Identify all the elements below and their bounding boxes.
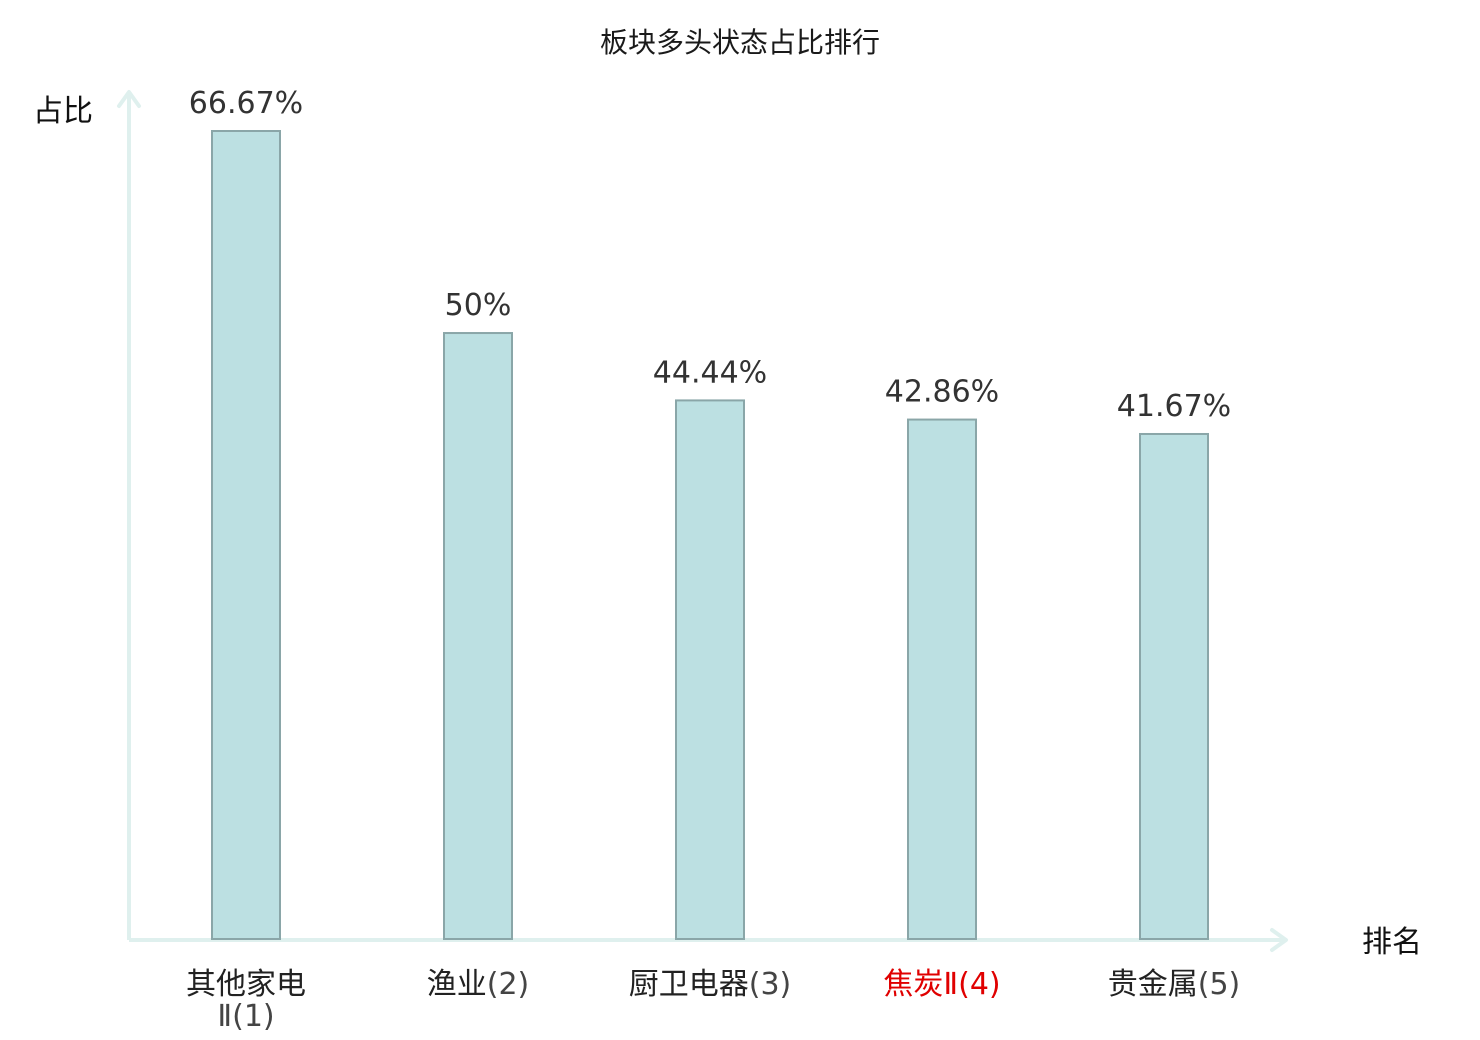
category-name: 焦炭Ⅱ [883,967,958,1002]
category-name: 厨卫电器 [629,967,749,1002]
category-name: 其他家电 [186,967,306,1002]
y-axis-label: 占比 [33,94,93,129]
bar [907,418,977,941]
category-label: 其他家电 Ⅱ(1) [186,967,306,1034]
bar [211,130,281,940]
x-axis-label: 排名 [1362,925,1422,960]
value-labels: 66.67% 50% 44.44% 42.86% 41.67% [189,86,1231,424]
y-axis-arrow-icon [117,90,141,108]
bars [211,130,1209,941]
category-labels: 其他家电 Ⅱ(1) 渔业(2) 厨卫电器(3) 焦炭Ⅱ(4) 贵金属(5) [186,967,1240,1034]
bar [675,399,745,940]
category-name: 渔业 [427,967,487,1002]
bar [1139,432,1209,940]
bar-value-label: 42.86% [885,375,999,410]
axes [117,90,1288,952]
category-label: 厨卫电器(3) [629,967,792,1002]
chart-title: 板块多头状态占比排行 [600,26,880,59]
bar-value-label: 41.67% [1117,389,1231,424]
bar-value-label: 66.67% [189,86,303,121]
category-rank: (5) [1198,967,1241,1002]
category-label: 贵金属(5) [1108,967,1241,1002]
bar [443,332,513,941]
x-axis-arrow-icon [1270,928,1288,952]
category-label: 焦炭Ⅱ(4) [883,967,1000,1002]
bar-value-label: 44.44% [653,355,767,390]
category-rank: (3) [749,967,792,1002]
category-rank: (4) [958,967,1001,1002]
category-rank: (2) [487,967,530,1002]
bar-value-label: 50% [445,288,512,323]
category-name: 贵金属 [1108,967,1198,1002]
category-label: 渔业(2) [427,967,530,1002]
category-rank: Ⅱ(1) [217,999,274,1034]
